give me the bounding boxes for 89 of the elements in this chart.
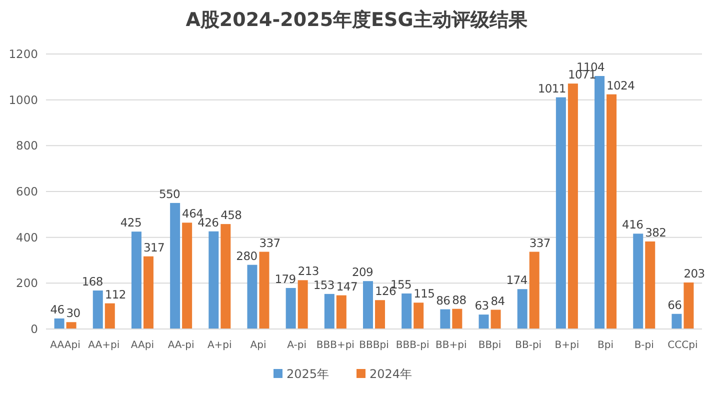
data-label: 382 — [645, 225, 666, 240]
data-label: 337 — [259, 236, 280, 250]
data-label: 112 — [104, 287, 126, 302]
y-tick-label: 1200 — [8, 47, 38, 61]
bar — [286, 288, 296, 329]
y-tick-label: 0 — [30, 322, 38, 336]
data-label: 30 — [66, 306, 80, 320]
bar — [633, 234, 644, 329]
data-label: 153 — [313, 278, 334, 292]
data-label: 209 — [352, 265, 373, 280]
bar — [259, 252, 270, 329]
data-label: 66 — [668, 298, 682, 312]
data-label: 168 — [82, 274, 103, 288]
bar — [594, 76, 605, 329]
x-tick-label: Bpi — [598, 340, 614, 351]
y-tick-label: 600 — [16, 184, 38, 198]
x-tick-label: BBB-pi — [396, 340, 430, 351]
x-tick-label: AA+pi — [88, 340, 120, 351]
data-label: 174 — [506, 273, 528, 288]
bar — [568, 84, 578, 329]
bar — [131, 232, 142, 329]
x-tick-label: Api — [250, 340, 266, 351]
bar — [92, 290, 103, 329]
y-tick-label: 200 — [16, 276, 38, 290]
legend-label: 2024年 — [370, 367, 412, 381]
bar — [452, 308, 462, 329]
data-label: 1011 — [538, 81, 566, 96]
bar — [324, 294, 334, 329]
data-label: 416 — [622, 218, 644, 232]
bar — [104, 303, 115, 329]
y-tick-label: 800 — [16, 138, 38, 153]
bar — [54, 318, 64, 329]
bar — [490, 310, 501, 329]
y-tick-label: 1000 — [8, 92, 38, 107]
bar — [478, 314, 489, 329]
bar — [66, 322, 76, 329]
data-label: 179 — [274, 272, 296, 286]
bar — [375, 300, 385, 329]
data-label: 63 — [474, 298, 489, 313]
bar — [672, 314, 682, 329]
x-tick-label: AApi — [130, 340, 154, 351]
bar — [402, 293, 412, 329]
bar — [182, 222, 192, 329]
legend-label: 2025年 — [286, 367, 330, 381]
bar — [684, 282, 694, 329]
bar — [143, 256, 154, 329]
data-label: 115 — [414, 286, 435, 301]
bar — [529, 252, 540, 329]
data-label: 337 — [529, 236, 550, 250]
bar — [414, 302, 424, 329]
data-label: 84 — [490, 294, 505, 308]
x-tick-label: B+pi — [554, 340, 580, 351]
x-tick-label: BBpi — [478, 340, 502, 351]
x-tick-label: A-pi — [287, 340, 307, 351]
data-label: 88 — [452, 292, 466, 307]
data-label: 280 — [236, 248, 258, 263]
bar — [208, 231, 219, 329]
bar — [645, 241, 656, 329]
chart-title: A股2024-2025年度ESG主动评级结果 — [186, 9, 528, 31]
bar — [298, 280, 308, 329]
x-tick-label: BB+pi — [436, 340, 467, 351]
x-tick-label: AAApi — [50, 340, 80, 351]
data-label: 203 — [684, 266, 705, 280]
x-tick-label: CCCpi — [668, 340, 698, 351]
data-label: 1024 — [606, 78, 635, 92]
x-tick-label: BB-pi — [515, 340, 542, 351]
y-tick-label: 400 — [16, 230, 38, 244]
bar — [336, 295, 346, 329]
bar — [363, 281, 373, 329]
data-label: 147 — [336, 279, 358, 294]
x-tick-label: AA-pi — [168, 340, 194, 351]
data-label: 317 — [143, 240, 165, 254]
x-tick-label: B-pi — [634, 340, 654, 351]
x-tick-label: A+pi — [207, 340, 232, 351]
data-label: 213 — [298, 264, 319, 278]
bar — [606, 94, 617, 329]
x-tick-label: BBB+pi — [316, 340, 354, 351]
data-label: 550 — [158, 186, 180, 201]
data-label: 458 — [220, 208, 242, 222]
data-label: 425 — [120, 216, 142, 230]
bar — [247, 264, 258, 329]
bar — [556, 97, 566, 329]
data-label: 86 — [436, 293, 450, 308]
x-tick-label: BBBpi — [359, 340, 389, 351]
bar — [440, 309, 450, 329]
bar — [170, 202, 180, 329]
data-label: 46 — [50, 302, 64, 316]
bar — [517, 289, 528, 329]
bar — [220, 224, 231, 329]
